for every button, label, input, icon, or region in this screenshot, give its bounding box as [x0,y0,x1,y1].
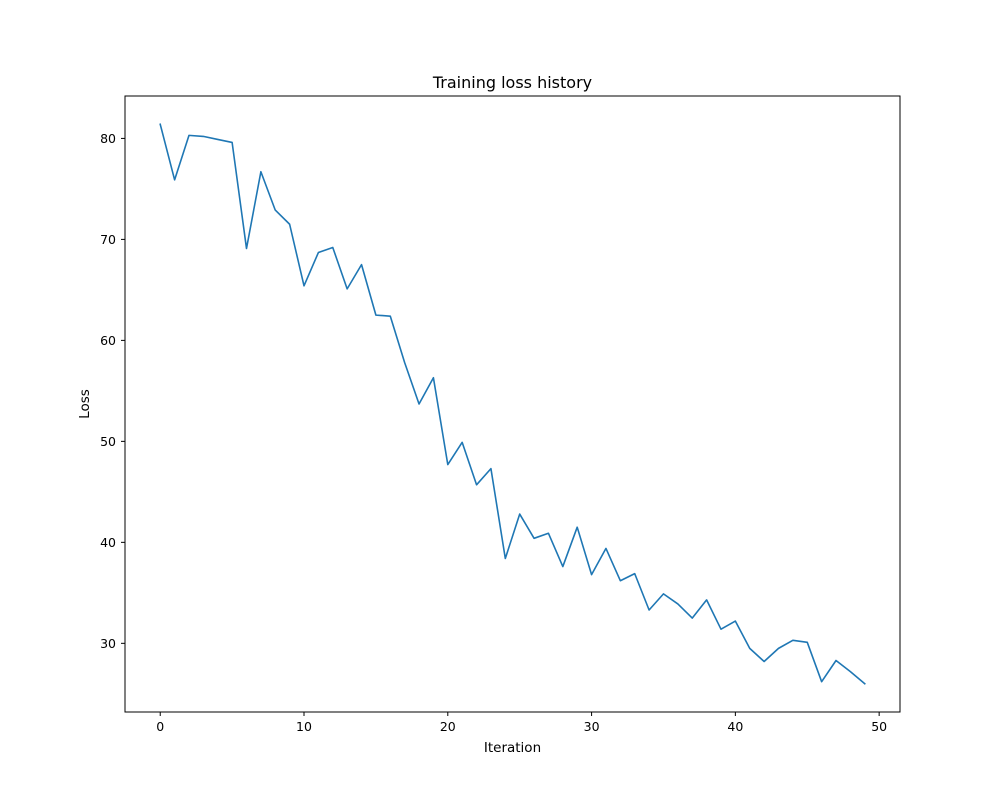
y-tick-label: 50 [100,434,116,449]
y-tick-label: 60 [100,333,116,348]
y-tick-label: 30 [100,636,116,651]
x-tick-label: 0 [156,719,164,734]
x-tick-label: 50 [871,719,887,734]
x-tick-label: 30 [584,719,600,734]
y-tick-label: 40 [100,535,116,550]
chart-title: Training loss history [432,73,592,92]
y-tick-label: 80 [100,131,116,146]
series-line [159,123,866,685]
y-axis: 30 40 50 60 70 80 [100,131,125,651]
x-tick-label: 40 [727,719,743,734]
y-tick-label: 70 [100,232,116,247]
y-axis-title: Loss [77,389,93,419]
x-tick-label: 20 [440,719,456,734]
x-tick-label: 10 [296,719,312,734]
plot-frame [124,95,901,713]
plot-area [125,96,900,712]
x-axis-title: Iteration [484,740,541,756]
x-axis: 0 10 20 30 40 50 [156,712,887,734]
series-layer [159,123,866,685]
